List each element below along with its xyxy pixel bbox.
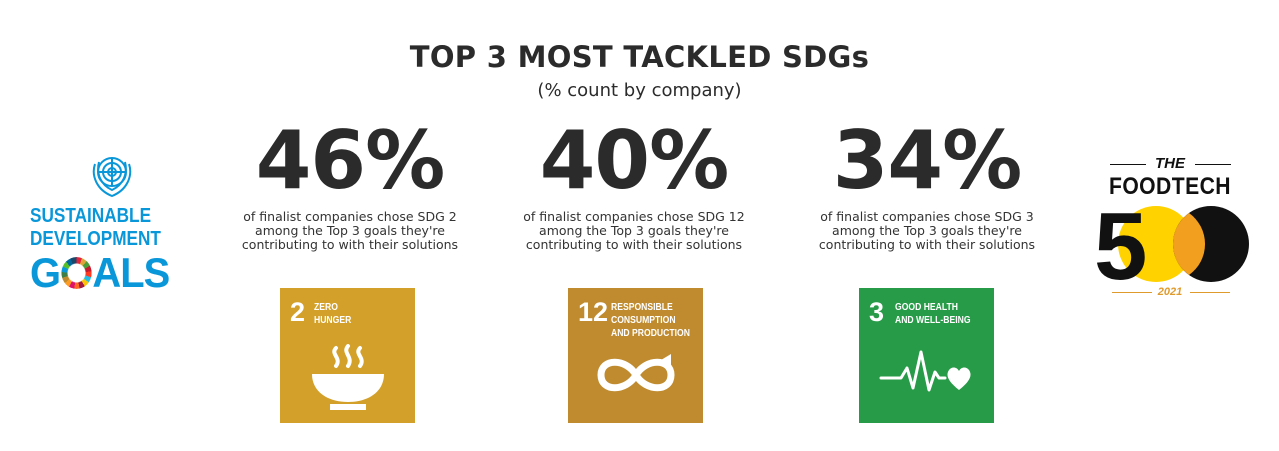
sdg-label-line2: HUNGER [314, 314, 352, 326]
sdg-label-line1: ZERO [314, 301, 338, 313]
sdg-label: GOOD HEALTH AND WELL-BEING [895, 301, 971, 327]
stat-sdg-2: 46% of finalist companies chose SDG 2 am… [200, 112, 500, 252]
stat-sdg-3: 34% of finalist companies chose SDG 3 am… [777, 112, 1077, 252]
page-title: TOP 3 MOST TACKLED SDGs [409, 40, 870, 74]
page-subtitle: (% count by company) [537, 80, 742, 101]
sdg-logo-als: ALS [92, 249, 170, 296]
foodtech-the: THE [1155, 155, 1185, 172]
stat-description: of finalist companies chose SDG 2 among … [241, 209, 459, 252]
heartbeat-icon [879, 350, 971, 392]
sdg-logo-g: G [30, 249, 61, 296]
sdg-number: 2 [290, 297, 306, 327]
sdg-logo-line1: SUSTAINABLE [30, 205, 152, 227]
sdg-label-line2: AND WELL-BEING [895, 314, 971, 326]
foodtech-year: 2021 [1157, 286, 1183, 298]
sdg-label-line1: RESPONSIBLE [611, 301, 673, 313]
sdg-label-line1: GOOD HEALTH [895, 301, 958, 313]
un-emblem-icon [92, 157, 132, 198]
sdg-label-line3: AND PRODUCTION [611, 327, 690, 339]
sdg-label-line2: CONSUMPTION [611, 314, 676, 326]
stat-sdg-12: 40% of finalist companies chose SDG 12 a… [484, 112, 784, 252]
sdg-logo-line3: G ALS [30, 249, 193, 297]
foodtech-500-logo: THE FOODTECH 5 2021 [1090, 155, 1250, 300]
foodtech-500-mark: 5 [1094, 201, 1249, 287]
stat-description: of finalist companies chose SDG 12 among… [523, 209, 745, 252]
divider [1195, 164, 1231, 165]
sdg-number: 3 [869, 297, 885, 327]
sdg-label: ZERO HUNGER [314, 301, 351, 327]
sdg-logo-line2: DEVELOPMENT [30, 228, 161, 250]
sdg-3-tile: 3 GOOD HEALTH AND WELL-BEING [859, 288, 994, 423]
stat-description: of finalist companies chose SDG 3 among … [818, 209, 1036, 252]
foodtech-digit: 5 [1094, 201, 1147, 287]
sdg-label: RESPONSIBLE CONSUMPTION AND PRODUCTION [611, 301, 690, 340]
foodtech-brand: FOODTECH [1108, 173, 1232, 200]
divider [1112, 292, 1152, 293]
divider [1110, 164, 1146, 165]
divider [1190, 292, 1230, 293]
sdg-wheel-icon [61, 257, 92, 289]
infinity-icon [597, 354, 675, 392]
sdg-number: 12 [578, 297, 609, 327]
bowl-icon [312, 344, 384, 410]
sdg-12-tile: 12 RESPONSIBLE CONSUMPTION AND PRODUCTIO… [568, 288, 703, 423]
sdg-logo: SUSTAINABLE DEVELOPMENT G ALS [30, 150, 202, 297]
stat-value: 46% [255, 114, 445, 207]
stat-value: 34% [832, 114, 1022, 207]
sdg-2-tile: 2 ZERO HUNGER [280, 288, 415, 423]
stat-value: 40% [539, 114, 729, 207]
